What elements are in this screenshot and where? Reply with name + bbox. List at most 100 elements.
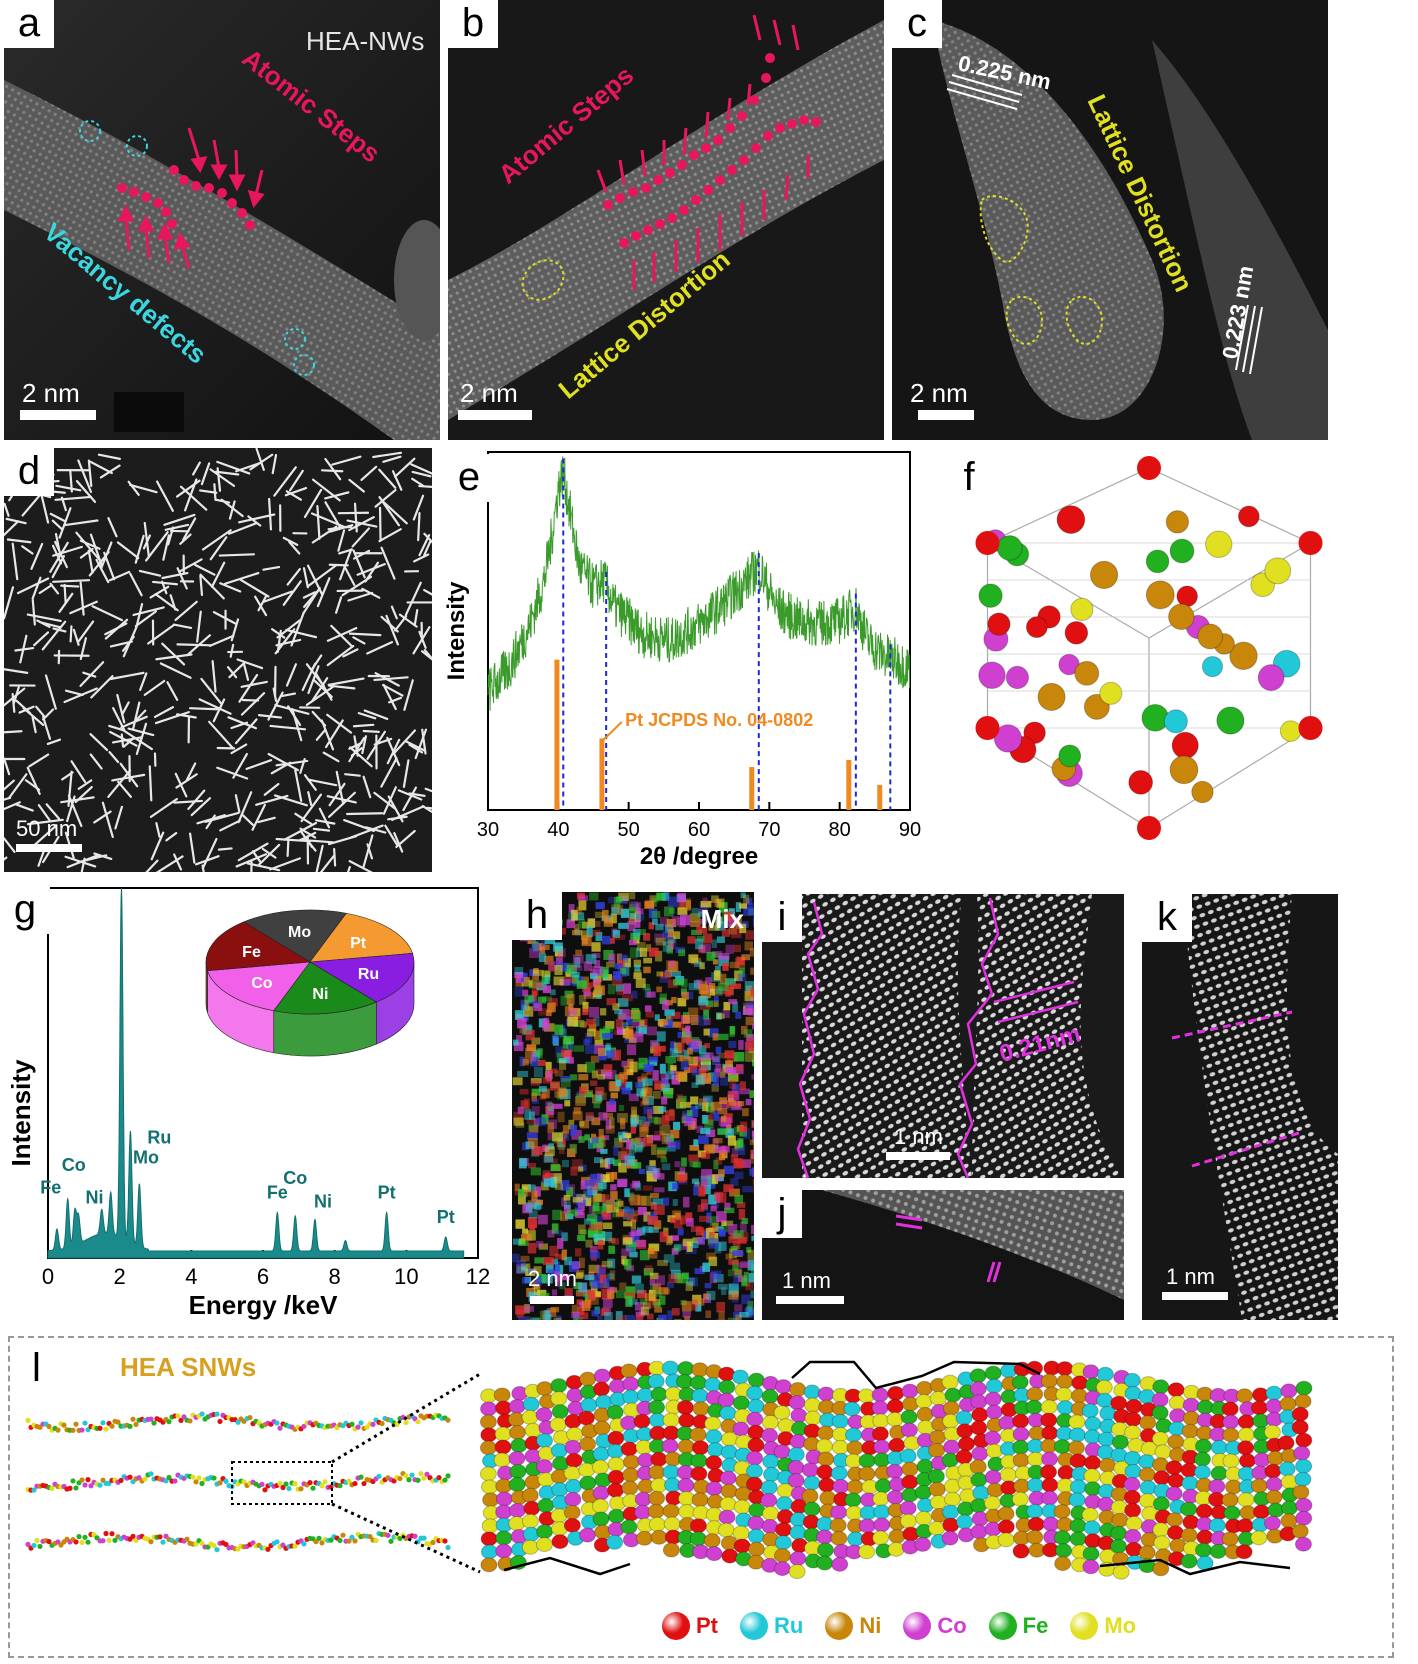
- nanowire: [79, 581, 85, 616]
- nanowire: [235, 853, 268, 868]
- map-pixel: [729, 1026, 735, 1037]
- model-atom: [1252, 1504, 1270, 1520]
- map-pixel: [556, 957, 563, 967]
- map-pixel: [542, 1077, 552, 1084]
- map-pixel: [648, 922, 655, 930]
- model-atom: [1012, 1426, 1030, 1442]
- nanowire: [305, 663, 325, 688]
- nanowire: [326, 644, 355, 667]
- model-atom: [622, 1454, 640, 1470]
- atom-sphere: [1197, 623, 1224, 650]
- model-atom: [622, 1467, 640, 1483]
- map-pixel: [522, 1058, 529, 1066]
- map-pixel: [521, 1263, 531, 1271]
- map-pixel: [608, 1082, 616, 1091]
- map-pixel: [589, 1080, 598, 1086]
- map-pixel: [714, 1226, 724, 1232]
- wire-atom: [31, 1542, 37, 1549]
- map-pixel: [728, 1236, 739, 1244]
- map-pixel: [630, 901, 637, 908]
- map-pixel: [515, 1305, 525, 1315]
- map-pixel: [534, 1257, 544, 1264]
- map-pixel: [564, 1288, 573, 1296]
- map-pixel: [568, 1119, 575, 1130]
- model-atom: [620, 1441, 638, 1457]
- map-pixel: [601, 935, 611, 945]
- panel-label-h: h: [512, 892, 562, 940]
- map-pixel: [551, 1289, 558, 1296]
- map-pixel: [598, 1047, 608, 1057]
- map-pixel: [618, 1162, 627, 1173]
- map-pixel: [641, 1073, 648, 1079]
- wire-atom: [82, 1482, 88, 1488]
- map-pixel: [529, 1230, 536, 1240]
- model-atom: [955, 1449, 973, 1465]
- nanowire: [127, 480, 140, 496]
- map-pixel: [674, 1319, 682, 1320]
- map-pixel: [725, 1066, 737, 1074]
- map-pixel: [728, 1223, 738, 1235]
- wire-atom: [112, 1537, 118, 1543]
- map-pixel: [529, 1111, 535, 1120]
- pie-label: Co: [251, 975, 273, 992]
- nanowire: [26, 613, 62, 623]
- map-pixel: [569, 1143, 577, 1154]
- map-pixel: [650, 1135, 661, 1141]
- map-pixel: [599, 966, 609, 978]
- map-pixel: [729, 1080, 736, 1090]
- map-pixel: [615, 1290, 626, 1299]
- nanowire: [286, 838, 290, 857]
- wire-atom: [370, 1421, 376, 1428]
- map-pixel: [724, 1202, 731, 1210]
- map-pixel: [512, 1039, 519, 1046]
- model-atom: [1154, 1444, 1172, 1460]
- atom-sphere: [1064, 621, 1089, 645]
- model-atom: [804, 1410, 822, 1426]
- map-pixel: [670, 970, 681, 977]
- map-pixel: [528, 1210, 538, 1219]
- model-atom: [1123, 1476, 1141, 1492]
- x-tick-label: 30: [477, 819, 499, 841]
- model-atom: [983, 1430, 1001, 1446]
- map-pixel: [584, 1197, 592, 1206]
- model-atom: [1153, 1535, 1171, 1551]
- nanowire: [127, 727, 155, 737]
- map-pixel: [713, 970, 721, 981]
- model-atom: [606, 1404, 624, 1420]
- map-pixel: [704, 1119, 714, 1129]
- model-atom: [1265, 1385, 1283, 1401]
- map-pixel: [706, 1174, 717, 1185]
- map-pixel: [677, 997, 687, 1007]
- panel-label-i: i: [762, 894, 802, 942]
- map-pixel: [571, 1311, 580, 1318]
- model-atom: [1041, 1451, 1059, 1467]
- map-pixel: [548, 1143, 554, 1150]
- map-pixel: [629, 1251, 638, 1258]
- model-atom: [1208, 1517, 1226, 1533]
- nanowire: [352, 723, 375, 728]
- model-atom: [705, 1481, 723, 1497]
- model-atom: [984, 1365, 1002, 1381]
- map-pixel: [644, 901, 655, 909]
- map-pixel: [544, 1146, 555, 1157]
- nanowire: [348, 515, 375, 532]
- model-atom: [983, 1495, 1001, 1511]
- model-atom: [1263, 1424, 1281, 1440]
- map-pixel: [530, 1080, 541, 1086]
- model-atom: [816, 1529, 834, 1545]
- nanowire: [156, 480, 174, 512]
- nanowire: [107, 769, 132, 798]
- model-atom: [1111, 1434, 1129, 1450]
- map-pixel: [591, 1310, 599, 1317]
- map-pixel: [662, 931, 673, 939]
- map-pixel: [618, 1009, 630, 1020]
- model-atom: [942, 1504, 960, 1520]
- model-atom: [718, 1509, 736, 1525]
- model-atom: [1012, 1439, 1030, 1455]
- model-atom: [592, 1485, 610, 1501]
- map-pixel: [710, 988, 716, 996]
- wire-atom: [151, 1420, 157, 1426]
- map-pixel: [705, 1252, 716, 1260]
- map-pixel: [710, 1101, 722, 1111]
- zoom-line: [331, 1372, 481, 1464]
